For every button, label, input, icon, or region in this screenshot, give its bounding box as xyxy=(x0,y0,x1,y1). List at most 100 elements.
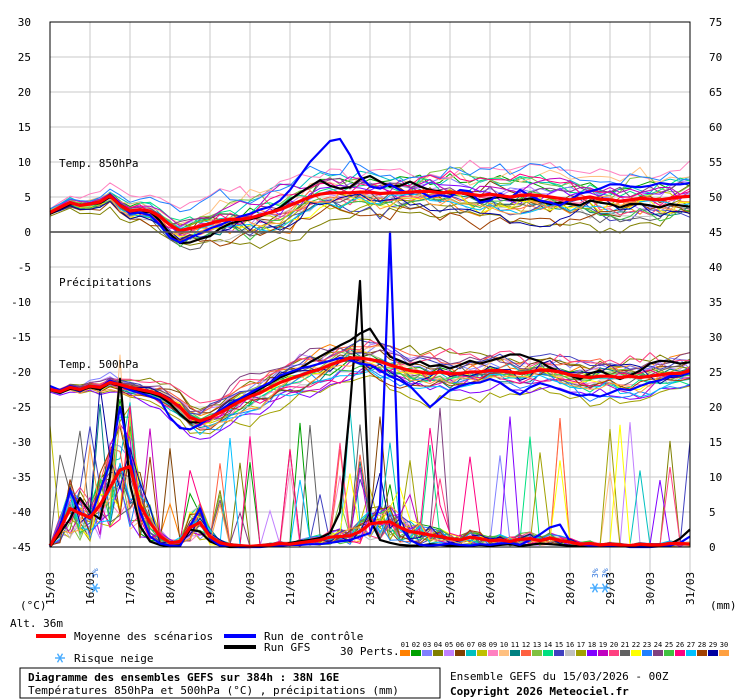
pert-swatch xyxy=(565,650,575,656)
perturbation-t850-line xyxy=(49,160,691,213)
pert-number: 15 xyxy=(555,641,563,649)
pert-number: 09 xyxy=(489,641,497,649)
snowflake-stroke xyxy=(91,583,99,593)
pert-number: 18 xyxy=(588,641,596,649)
pert-swatch xyxy=(686,650,696,656)
perturbation-t500-line xyxy=(49,358,691,423)
left-tick-label: -5 xyxy=(18,261,31,274)
pert-number: 27 xyxy=(687,641,695,649)
pert-number: 25 xyxy=(665,641,673,649)
moyenne-des-sc-nariost500-line xyxy=(49,356,691,423)
pert-number: 04 xyxy=(434,641,442,649)
x-tick-label: 19/03 xyxy=(204,572,217,605)
pert-swatch xyxy=(499,650,509,656)
right-tick-label: 45 xyxy=(709,226,722,239)
right-tick-label: 20 xyxy=(709,401,722,414)
pert-swatch xyxy=(642,650,652,656)
perturbation-t850-line xyxy=(49,206,691,249)
left-tick-label: 0 xyxy=(24,226,31,239)
x-tick-label: 18/03 xyxy=(164,572,177,605)
plot-frame xyxy=(49,21,691,548)
pert-number: 07 xyxy=(467,641,475,649)
pert-number: 12 xyxy=(522,641,530,649)
legend: Moyenne des scénarios Run de contrôle Ru… xyxy=(36,630,729,665)
x-tick-label: 26/03 xyxy=(484,572,497,605)
snowflake-icon xyxy=(600,583,610,593)
perturbation-t850-line xyxy=(49,159,691,210)
pert-number: 14 xyxy=(544,641,552,649)
pert-number: 01 xyxy=(401,641,409,649)
snowflake-icon xyxy=(90,583,100,593)
pert-swatch xyxy=(411,650,421,656)
snow-risk-label: 3% xyxy=(591,568,600,578)
ensemble-run-label: Ensemble GEFS du 15/03/2026 - 00Z xyxy=(450,670,669,683)
perturbation-t850-line xyxy=(49,200,691,247)
pert-swatch xyxy=(521,650,531,656)
right-tick-label: 25 xyxy=(709,366,722,379)
pert-swatch xyxy=(620,650,630,656)
chart-axes: 302520151050-5-10-15-20-25-30-35-40-4575… xyxy=(11,16,722,554)
legend-perts-label: 30 Perts. xyxy=(340,645,400,658)
run-de-contr-let500-line xyxy=(49,356,691,431)
pert-swatch xyxy=(466,650,476,656)
legend-mean-label: Moyenne des scénarios xyxy=(74,630,213,643)
perturbation-legend: 01 02 03 04 05 06 07 08 09 10 11 12 13 14 15 16 17 18 19 20… xyxy=(400,641,729,656)
snowflake-icon xyxy=(590,583,600,593)
pert-number: 08 xyxy=(478,641,486,649)
snow-markers: 3% 3% 3% xyxy=(90,568,610,593)
x-axis-ticks: 15/03 16/03 17/03 18/03 19/03 20/03 21/03 22/03… xyxy=(44,572,697,605)
pert-swatch xyxy=(400,650,410,656)
pert-swatch xyxy=(433,650,443,656)
left-tick-label: 25 xyxy=(18,51,31,64)
perturbation-t500-line xyxy=(49,343,691,415)
perturbation-t850-line xyxy=(49,177,691,226)
snow-risk-label: 3% xyxy=(91,568,100,578)
left-tick-label: 15 xyxy=(18,121,31,134)
chart-subtitle: Températures 850hPa et 500hPa (°C) , pré… xyxy=(28,684,399,697)
left-tick-label: -30 xyxy=(11,436,31,449)
pert-swatch xyxy=(510,650,520,656)
perturbation-t500-line xyxy=(49,338,691,411)
right-tick-label: 60 xyxy=(709,121,722,134)
right-tick-label: 40 xyxy=(709,261,722,274)
right-tick-label: 5 xyxy=(709,506,716,519)
snowflake-stroke xyxy=(591,583,599,593)
legend-snow-label: Risque neige xyxy=(74,652,153,665)
left-tick-label: -10 xyxy=(11,296,31,309)
x-tick-label: 15/03 xyxy=(44,572,57,605)
pert-swatch xyxy=(719,650,729,656)
right-tick-label: 10 xyxy=(709,471,722,484)
right-tick-label: 0 xyxy=(709,541,716,554)
right-tick-label: 55 xyxy=(709,156,722,169)
pert-swatch xyxy=(708,650,718,656)
x-tick-label: 30/03 xyxy=(644,572,657,605)
pert-swatch xyxy=(422,650,432,656)
pert-number: 17 xyxy=(577,641,585,649)
chart-title: Diagramme des ensembles GEFS sur 384h : … xyxy=(28,671,339,684)
pert-number: 10 xyxy=(500,641,508,649)
pert-swatch xyxy=(488,650,498,656)
left-tick-label: -35 xyxy=(11,471,31,484)
pert-swatch xyxy=(477,650,487,656)
annotation-t850: Temp. 850hPa xyxy=(59,157,138,170)
pert-number: 20 xyxy=(610,641,618,649)
pert-number: 30 xyxy=(720,641,728,649)
left-tick-label: -20 xyxy=(11,366,31,379)
pert-number: 06 xyxy=(456,641,464,649)
x-tick-label: 23/03 xyxy=(364,572,377,605)
pert-number: 03 xyxy=(423,641,431,649)
annotation-t500: Temp. 500hPa xyxy=(59,358,138,371)
x-tick-label: 28/03 xyxy=(564,572,577,605)
pert-number: 02 xyxy=(412,641,420,649)
left-tick-label: 30 xyxy=(18,16,31,29)
pert-number: 11 xyxy=(511,641,519,649)
pert-number: 29 xyxy=(709,641,717,649)
x-tick-label: 22/03 xyxy=(324,572,337,605)
pert-number: 19 xyxy=(599,641,607,649)
run-de-contr-let850-line xyxy=(49,137,691,244)
run-gfsprecip-line xyxy=(49,279,691,549)
altitude-label: Alt. 36m xyxy=(10,617,63,630)
pert-number: 05 xyxy=(445,641,453,649)
pert-number: 24 xyxy=(654,641,662,649)
